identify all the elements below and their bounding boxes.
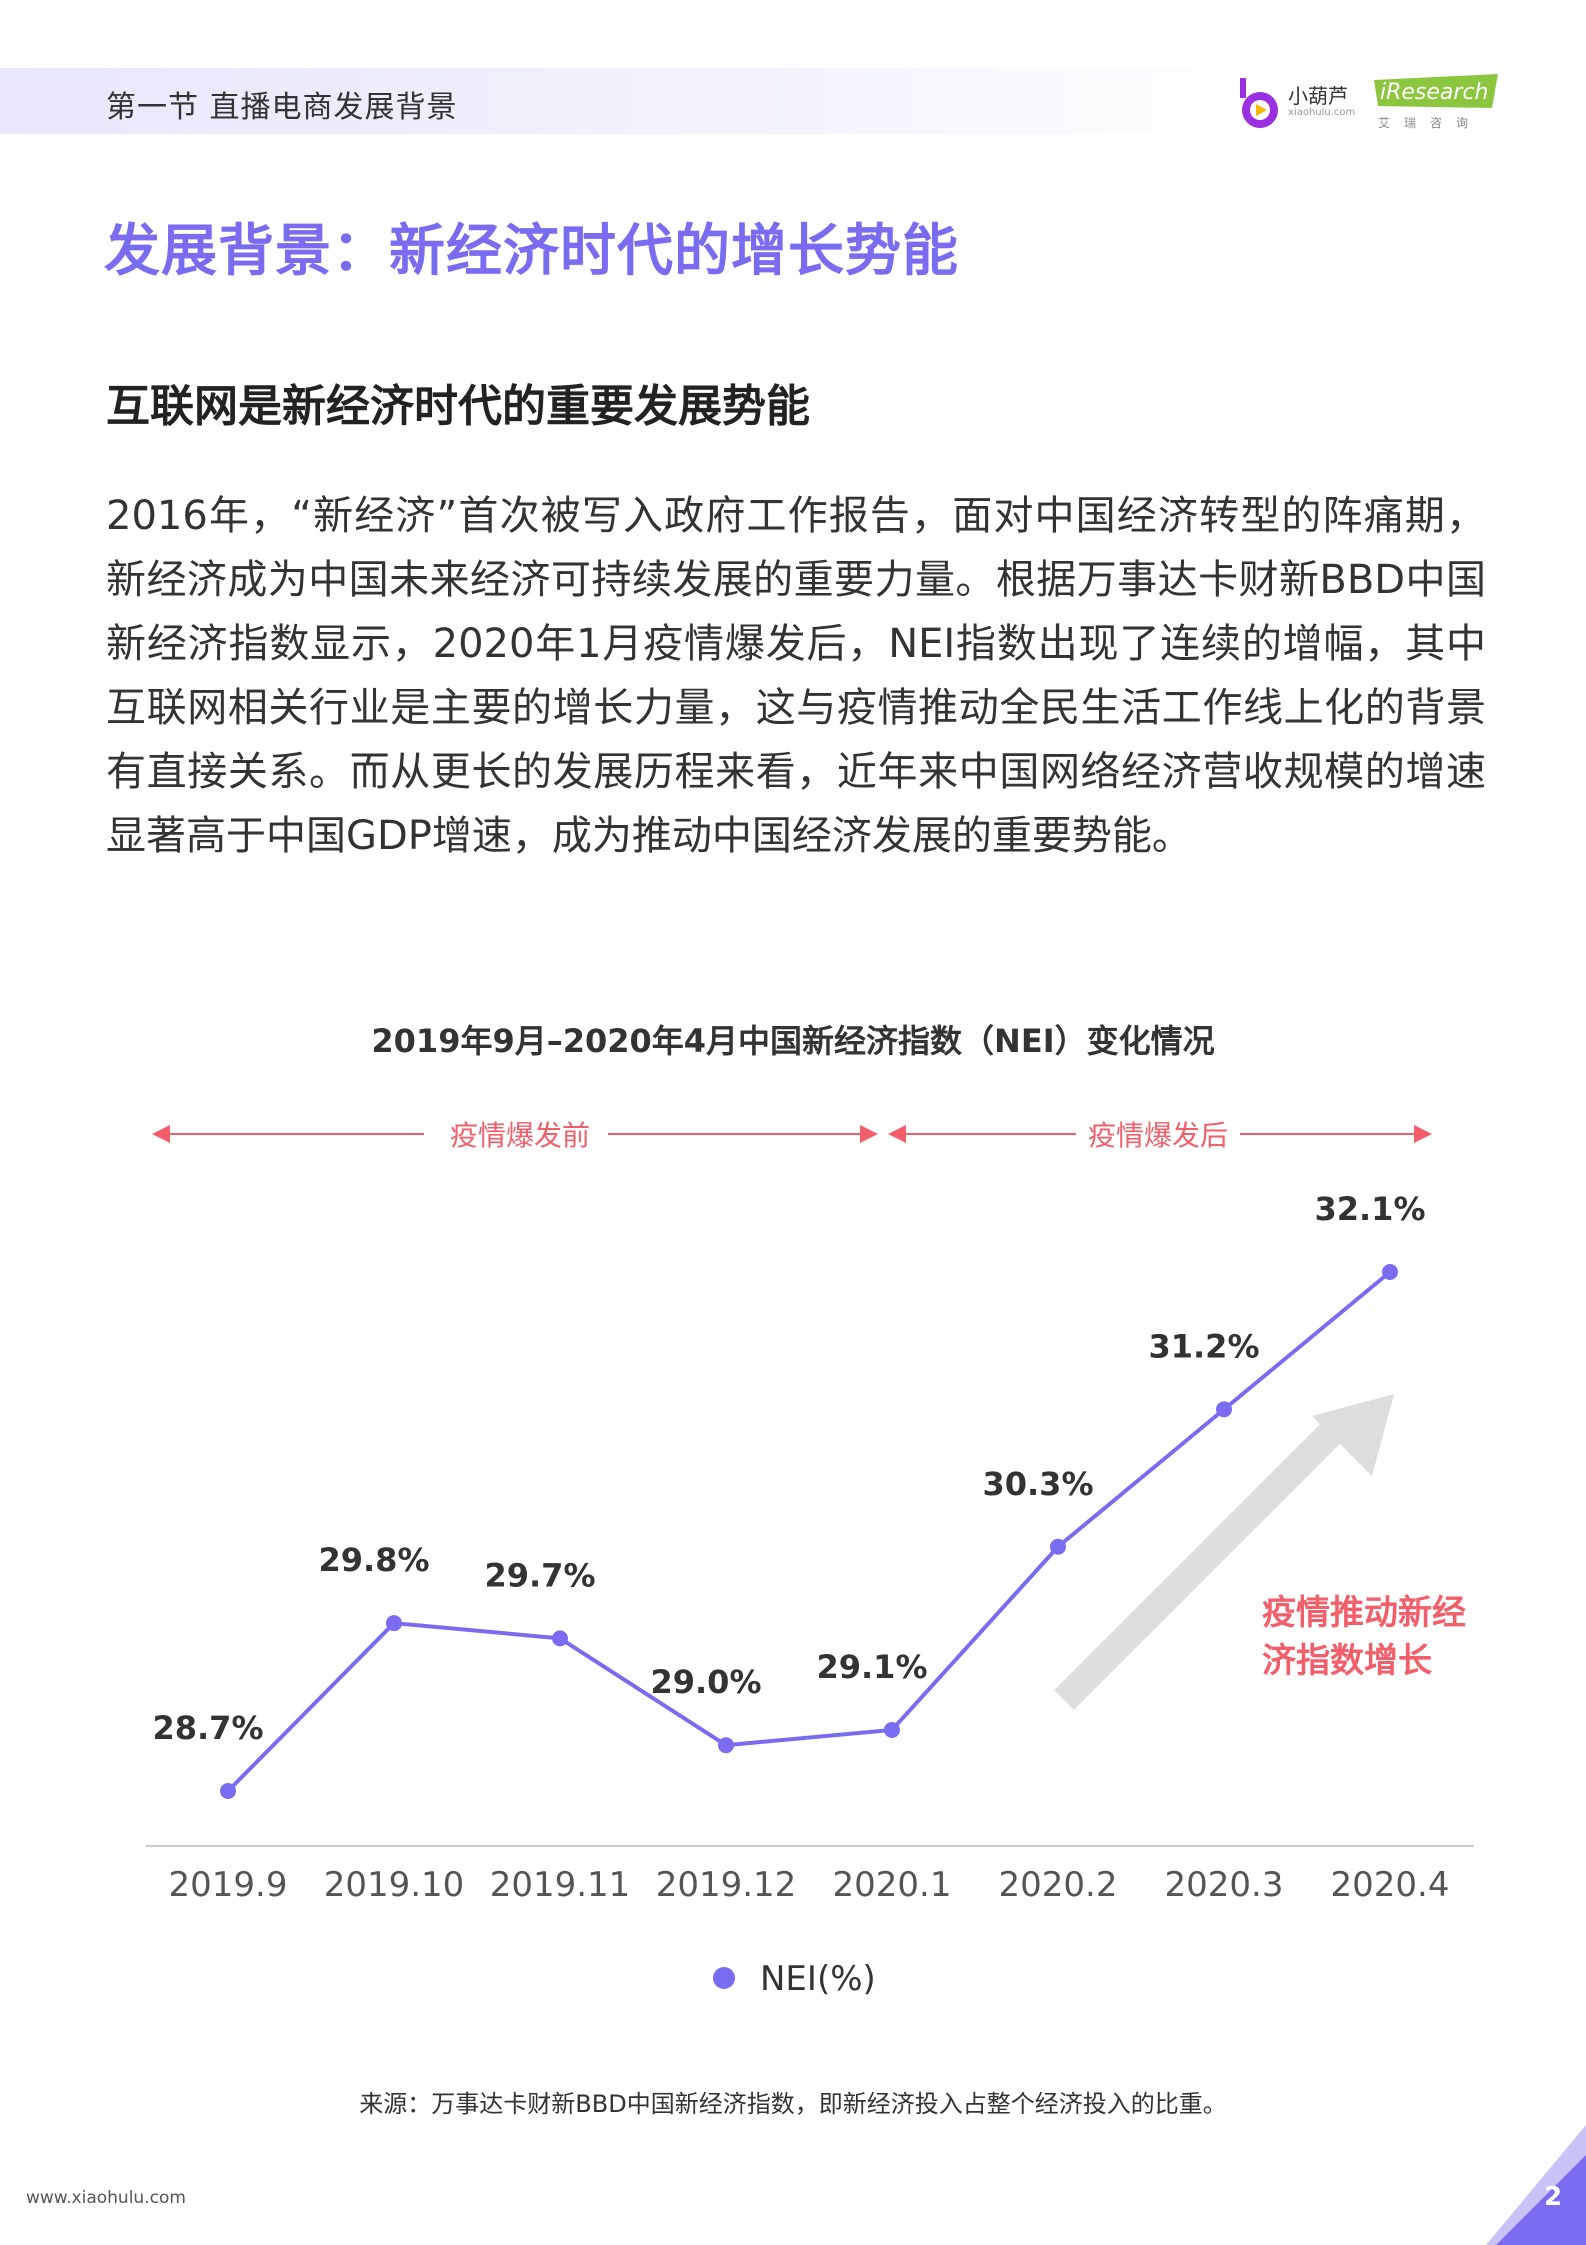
data-point: [1050, 1538, 1066, 1555]
data-label: 31.2%: [1148, 1327, 1259, 1365]
data-point: [220, 1783, 236, 1799]
period-label-after: 疫情爆发后: [1088, 1119, 1228, 1152]
data-label: 29.8%: [318, 1541, 429, 1579]
x-tick-label: 2020.1: [833, 1865, 952, 1905]
iresearch-badge-icon: [1374, 74, 1498, 108]
header-band: [0, 68, 1586, 134]
annotation-line-1: 疫情推动新经: [1262, 1593, 1466, 1633]
chart-title: 2019年9月–2020年4月中国新经济指数（NEI）变化情况: [371, 1022, 1215, 1060]
source-note: 来源：万事达卡财新BBD中国新经济指数，即新经济投入占整个经济投入的比重。: [359, 2090, 1227, 2118]
data-label: 29.7%: [484, 1556, 595, 1594]
xiaohulu-logo-url: xiaohulu.com: [1288, 107, 1356, 118]
body-paragraph: 2016年，“新经济”首次被写入政府工作报告，面对中国经济转型的阵痛期，新经济成…: [106, 493, 1486, 859]
data-label: 29.0%: [650, 1663, 761, 1701]
data-label: 32.1%: [1314, 1190, 1425, 1228]
xiaohulu-logo: 小葫芦 xiaohulu.com: [1234, 74, 1414, 134]
iresearch-logo-cn: 艾瑞咨询: [1378, 116, 1483, 130]
period-before-arrow: 疫情爆发前: [152, 1119, 878, 1152]
data-point: [1382, 1264, 1398, 1280]
data-label: 29.1%: [816, 1648, 927, 1686]
data-point: [386, 1615, 402, 1632]
page-title: 发展背景：新经济时代的增长势能: [104, 219, 959, 284]
period-after-arrow: 疫情爆发后: [888, 1119, 1432, 1152]
x-tick-label: 2020.2: [999, 1865, 1118, 1905]
x-tick-label: 2019.12: [656, 1865, 797, 1905]
x-tick-label: 2020.4: [1331, 1865, 1450, 1905]
footer-url: www.xiaohulu.com: [26, 2188, 186, 2208]
x-tick-label: 2019.10: [324, 1865, 465, 1905]
chart-marks: 28.7% 29.8% 29.7% 29.0% 29.1% 30.3% 31.2% 32.1%…: [152, 1190, 1449, 1905]
annotation-line-2: 济指数增长: [1262, 1641, 1432, 1681]
iresearch-logo: iResearch 艾瑞咨询: [1374, 74, 1504, 134]
x-tick-label: 2019.9: [169, 1865, 288, 1905]
x-tick-label: 2020.3: [1165, 1865, 1284, 1905]
x-tick-label: 2019.11: [490, 1865, 631, 1905]
data-point: [718, 1737, 734, 1754]
iresearch-logo-name: iResearch: [1380, 80, 1489, 105]
corner-decoration: [1486, 2125, 1586, 2245]
data-label: 30.3%: [982, 1465, 1093, 1503]
period-label-before: 疫情爆发前: [450, 1119, 590, 1152]
nei-line-chart: 疫情爆发前 疫情爆发后 疫情推动新经 济指数增长 28.7% 29.8% 29.7%…: [146, 1119, 1474, 1999]
section-heading: 互联网是新经济时代的重要发展势能: [106, 381, 810, 432]
legend: NEI(%): [713, 1959, 876, 1999]
page-number: 2: [1544, 2182, 1563, 2212]
data-point: [552, 1630, 568, 1647]
data-point: [1216, 1401, 1232, 1418]
data-point: [884, 1721, 900, 1738]
legend-label: NEI(%): [760, 1959, 876, 1999]
gourd-logo-icon: [1240, 78, 1278, 128]
data-label: 28.7%: [152, 1709, 263, 1747]
series-line-nei: [226, 1270, 1392, 1793]
section-title: 第一节 直播电商发展背景: [106, 90, 458, 125]
legend-marker-icon: [713, 1967, 735, 1989]
xiaohulu-logo-name: 小葫芦: [1288, 84, 1348, 108]
trend-arrow-icon: [1054, 1394, 1394, 1710]
